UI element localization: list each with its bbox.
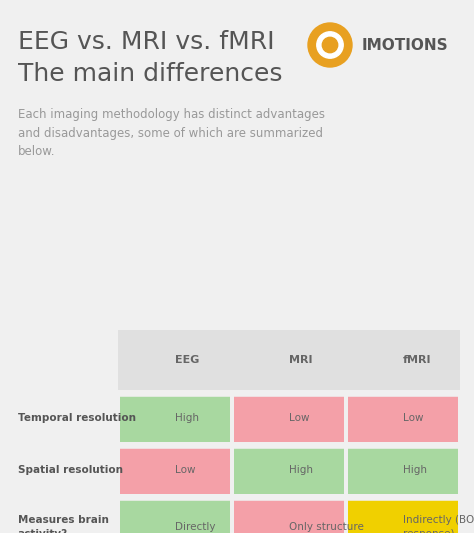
Text: EEG: EEG	[175, 355, 200, 365]
Bar	[120, 394, 230, 442]
Text: ·: ·	[442, 34, 446, 44]
Bar	[118, 330, 460, 390]
Text: EEG vs. MRI vs. fMRI: EEG vs. MRI vs. fMRI	[18, 30, 274, 54]
Circle shape	[317, 32, 343, 58]
Bar	[234, 394, 344, 442]
Bar	[120, 446, 230, 494]
Bar	[0, 390, 118, 442]
Text: High: High	[403, 465, 427, 475]
Bar	[348, 498, 458, 533]
Text: IMOTIONS: IMOTIONS	[362, 37, 448, 52]
Bar	[0, 442, 118, 494]
Circle shape	[322, 37, 337, 53]
Text: Measures brain
activity?: Measures brain activity?	[18, 515, 109, 533]
Text: The main differences: The main differences	[18, 62, 283, 86]
Circle shape	[308, 23, 352, 67]
Text: High: High	[289, 465, 313, 475]
Text: Low: Low	[403, 413, 423, 423]
Text: Low: Low	[289, 413, 310, 423]
Text: Directly: Directly	[175, 522, 216, 532]
Text: Spatial resolution: Spatial resolution	[18, 465, 123, 475]
Bar	[348, 394, 458, 442]
Bar	[0, 494, 118, 533]
Bar	[234, 498, 344, 533]
Bar	[120, 498, 230, 533]
Text: High: High	[175, 413, 199, 423]
Text: fMRI: fMRI	[403, 355, 431, 365]
Text: Indirectly (BOLD
response): Indirectly (BOLD response)	[403, 515, 474, 533]
Bar	[348, 446, 458, 494]
Text: Each imaging methodology has distinct advantages
and disadvantages, some of whic: Each imaging methodology has distinct ad…	[18, 108, 325, 158]
Bar	[0, 330, 118, 390]
Text: Temporal resolution: Temporal resolution	[18, 413, 136, 423]
Text: Only structure: Only structure	[289, 522, 364, 532]
Text: Low: Low	[175, 465, 195, 475]
Bar	[234, 446, 344, 494]
Text: MRI: MRI	[289, 355, 312, 365]
